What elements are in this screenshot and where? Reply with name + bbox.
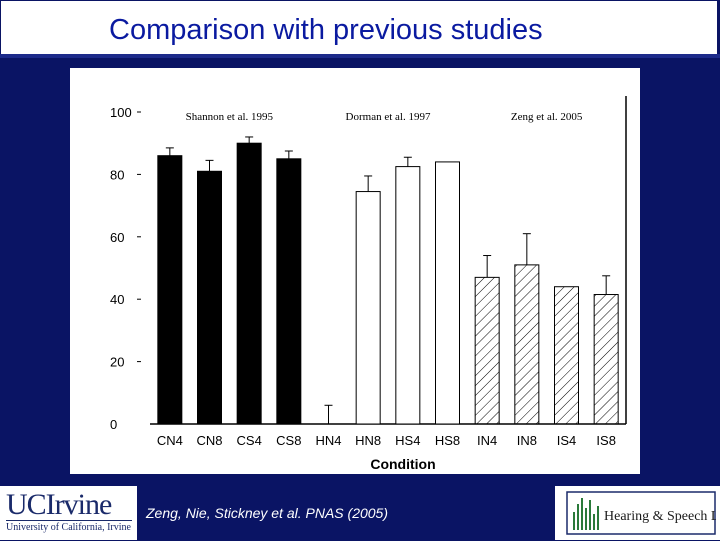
x-tick-label: IS4 [557, 433, 577, 448]
bar-hs4 [395, 166, 421, 425]
waveform-icon [573, 498, 599, 530]
y-tick-label: 0 [110, 417, 117, 432]
lab-logo-graphic: Hearing & Speech Lab [566, 491, 720, 535]
bar-in8 [514, 264, 540, 425]
bar-hs8 [435, 161, 460, 425]
footer-separator [0, 484, 720, 486]
title-bar: Comparison with previous studies [0, 0, 718, 56]
x-tick-label: HN8 [355, 433, 381, 448]
y-tick-label: 40 [110, 292, 124, 307]
bar-cn4 [157, 155, 183, 425]
x-axis-title: Condition [370, 456, 435, 472]
citation-text: Zeng, Nie, Stickney et al. PNAS (2005) [146, 505, 388, 521]
x-tick-label: CN4 [157, 433, 183, 448]
x-tick-label: HS4 [395, 433, 420, 448]
logo-left-subtitle: University of California, Irvine [6, 520, 132, 533]
bar-cs8 [276, 158, 302, 425]
bar-is4 [554, 286, 579, 425]
y-tick-label: 60 [110, 230, 124, 245]
slide-title: Comparison with previous studies [109, 14, 543, 46]
y-tick-label: 100 [110, 105, 132, 120]
group-label: Dorman et al. 1997 [346, 111, 431, 123]
bar-hn8 [355, 191, 381, 425]
x-tick-label: CS8 [276, 433, 301, 448]
bar-in4 [474, 276, 500, 425]
y-tick-label: 80 [110, 167, 124, 182]
citation-box [137, 486, 555, 540]
x-tick-label: HN4 [315, 433, 341, 448]
x-tick-label: IN4 [477, 433, 497, 448]
group-label: Zeng et al. 2005 [511, 111, 583, 123]
chart-panel: 0 20 40 60 80 100 CN4 CN8 CS4 CS8 HN4 HN8 HS4 HS8 IN4 I… [70, 68, 640, 474]
y-tick-label: 20 [110, 355, 124, 370]
x-tick-label: IS8 [596, 433, 616, 448]
bar-cn8 [197, 170, 222, 425]
hearing-speech-lab-logo: Hearing & Speech Lab [566, 490, 720, 536]
bar-is8 [593, 294, 619, 425]
uc-irvine-logo: UCIrvine University of California, Irvin… [6, 490, 132, 536]
x-tick-label: CS4 [237, 433, 262, 448]
title-underline [0, 54, 720, 58]
logo-left-wordmark: UCIrvine [6, 488, 112, 521]
group-label: Shannon et al. 1995 [186, 111, 274, 123]
bar-cs4 [236, 142, 262, 425]
x-tick-label: CN8 [196, 433, 222, 448]
x-tick-label: HS8 [435, 433, 460, 448]
lab-logo-text: Hearing & Speech Lab [604, 509, 716, 524]
x-tick-label: IN8 [517, 433, 537, 448]
bar-chart: 0 20 40 60 80 100 CN4 CN8 CS4 CS8 HN4 HN8 HS4 HS8 IN4 I… [110, 96, 627, 472]
